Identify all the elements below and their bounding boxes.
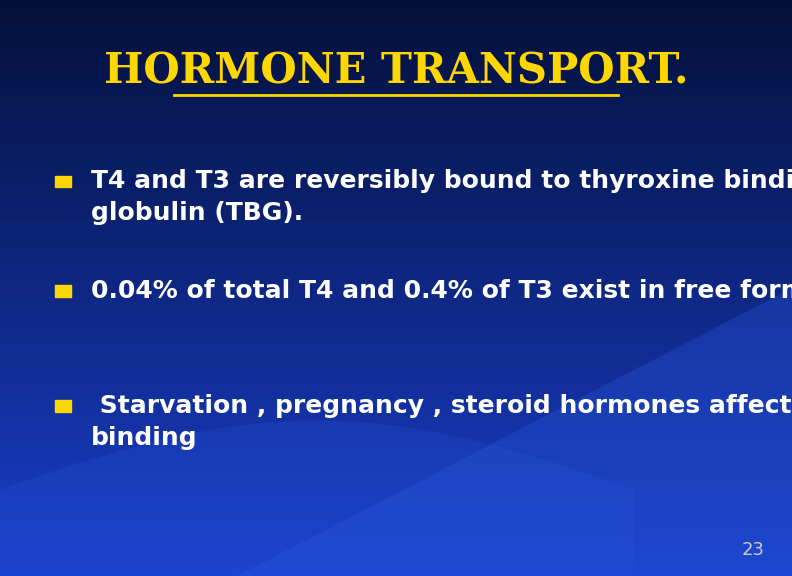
- FancyBboxPatch shape: [55, 285, 71, 297]
- Text: globulin (TBG).: globulin (TBG).: [91, 201, 303, 225]
- Text: 23: 23: [741, 541, 764, 559]
- Text: binding: binding: [91, 426, 198, 450]
- FancyBboxPatch shape: [55, 400, 71, 412]
- Text: HORMONE TRANSPORT.: HORMONE TRANSPORT.: [104, 51, 688, 93]
- Polygon shape: [0, 420, 634, 576]
- Text: 0.04% of total T4 and 0.4% of T3 exist in free form: 0.04% of total T4 and 0.4% of T3 exist i…: [91, 279, 792, 303]
- Polygon shape: [238, 288, 792, 576]
- Text: T4 and T3 are reversibly bound to thyroxine binding: T4 and T3 are reversibly bound to thyrox…: [91, 169, 792, 194]
- FancyBboxPatch shape: [55, 176, 71, 187]
- Text: Starvation , pregnancy , steroid hormones affects their: Starvation , pregnancy , steroid hormone…: [91, 394, 792, 418]
